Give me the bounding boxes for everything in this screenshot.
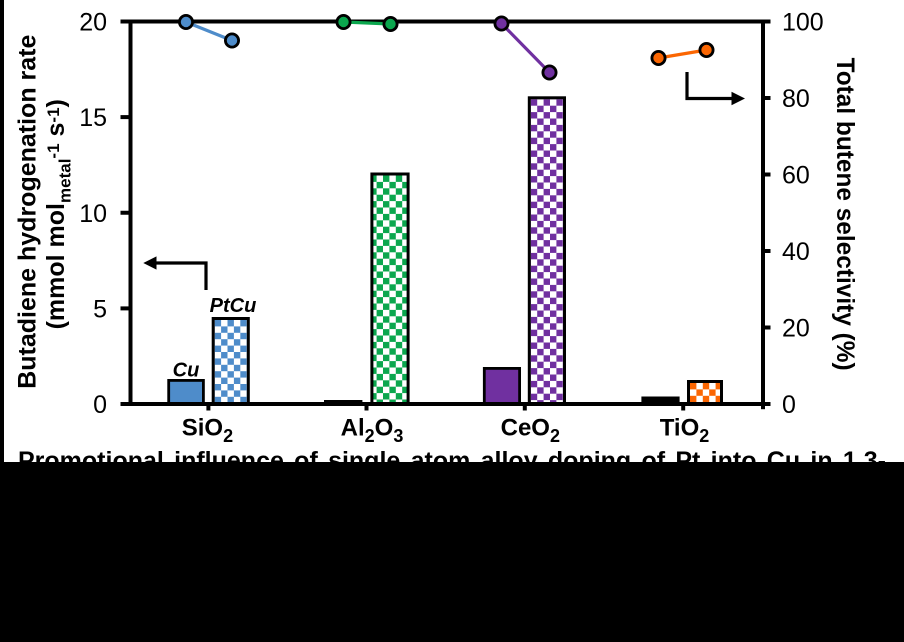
svg-text:CeO2: CeO2 bbox=[501, 415, 560, 447]
svg-text:0: 0 bbox=[782, 391, 796, 419]
svg-text:Total butene selectivity (%): Total butene selectivity (%) bbox=[831, 58, 859, 371]
svg-text:Butadiene hydrogenation rate: Butadiene hydrogenation rate bbox=[14, 34, 42, 388]
svg-text:80: 80 bbox=[782, 85, 810, 113]
svg-text:SiO2: SiO2 bbox=[182, 415, 233, 447]
svg-text:TiO2: TiO2 bbox=[660, 415, 710, 447]
svg-text:10: 10 bbox=[79, 200, 107, 228]
svg-text:(mmol molmetal-1 s-1): (mmol molmetal-1 s-1) bbox=[42, 99, 75, 329]
svg-text:100: 100 bbox=[782, 9, 824, 37]
svg-text:20: 20 bbox=[79, 9, 107, 37]
svg-text:0: 0 bbox=[93, 391, 107, 419]
svg-text:5: 5 bbox=[93, 296, 107, 324]
svg-text:20: 20 bbox=[782, 315, 810, 343]
svg-text:Cu: Cu bbox=[173, 360, 200, 382]
svg-text:PtCu: PtCu bbox=[210, 295, 257, 317]
svg-text:40: 40 bbox=[782, 238, 810, 266]
svg-text:Al2O3: Al2O3 bbox=[341, 415, 404, 447]
svg-text:15: 15 bbox=[79, 104, 107, 132]
svg-text:60: 60 bbox=[782, 162, 810, 190]
